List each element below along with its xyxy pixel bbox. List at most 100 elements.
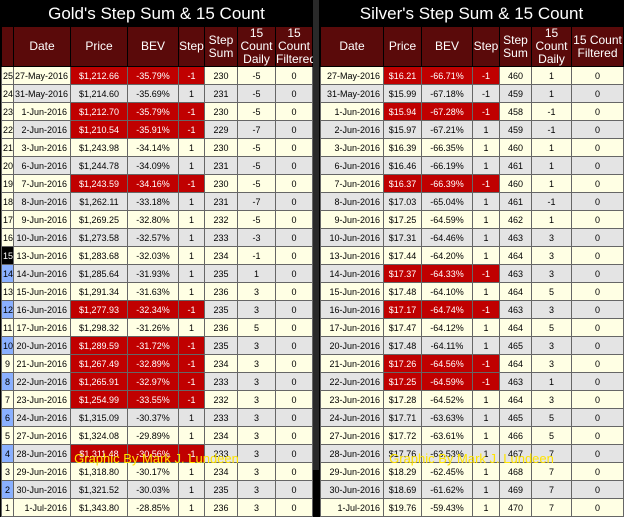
filtered-count-cell: 0 [571,354,624,373]
silver-col-step-sum: Step Sum [499,26,532,67]
step-sum-cell: 229 [204,120,238,139]
bev-cell: -66.19% [421,156,473,175]
filtered-count-cell: 0 [571,390,624,409]
filtered-count-cell: 0 [275,480,313,499]
step-sum-cell: 234 [204,426,238,445]
silver-col-15-filtered: 15 Count Filtered [571,26,624,67]
bev-cell: -31.63% [127,282,179,301]
silver-col-price: Price [383,26,422,67]
daily-count-cell: 3 [237,498,276,517]
step-sum-cell: 460 [499,138,532,157]
step-sum-cell: 463 [499,300,532,319]
price-cell: $16.21 [383,66,422,85]
price-cell: $1,254.99 [70,390,128,409]
bev-cell: -64.46% [421,228,473,247]
price-cell: $1,321.52 [70,480,128,499]
daily-count-cell: -3 [237,228,276,247]
step-sum-cell: 233 [204,408,238,427]
daily-count-cell: 3 [531,300,572,319]
daily-count-cell: 3 [531,246,572,265]
step-cell: 1 [178,84,205,103]
step-sum-cell: 236 [204,498,238,517]
step-cell: 1 [472,192,500,211]
silver-col-date: Date [320,26,384,67]
date-cell: 13-Jun-2016 [13,246,71,265]
price-cell: $15.94 [383,102,422,121]
table-row: 15-Jun-2016 $17.48 -64.10% 1 464 5 0 [320,282,624,301]
price-cell: $1,324.08 [70,426,128,445]
step-cell: -1 [178,174,205,193]
step-sum-cell: 231 [204,84,238,103]
step-sum-cell: 466 [499,426,532,445]
price-cell: $17.25 [383,372,422,391]
price-cell: $15.97 [383,120,422,139]
table-row: 3-Jun-2016 $16.39 -66.35% 1 460 1 0 [320,138,624,157]
step-cell: 1 [472,498,500,517]
bev-cell: -66.39% [421,174,473,193]
bev-cell: -64.33% [421,264,473,283]
filtered-count-cell: 0 [275,264,313,283]
daily-count-cell: 3 [237,354,276,373]
date-cell: 1-Jun-2016 [320,102,384,121]
gold-col-bev: BEV [127,26,179,67]
table-row: 25 27-May-2016 $1,212.66 -35.79% -1 230 -5 0 [1,66,313,85]
price-cell: $17.28 [383,390,422,409]
daily-count-cell: 1 [237,264,276,283]
table-row: 18 8-Jun-2016 $1,262.11 -33.18% 1 231 -7 0 [1,192,313,211]
daily-count-cell: 5 [531,318,572,337]
step-cell: 1 [178,408,205,427]
filtered-count-cell: 0 [571,480,624,499]
step-cell: 1 [472,120,500,139]
date-cell: 3-Jun-2016 [13,138,71,157]
row-number: 20 [1,156,14,175]
price-cell: $17.17 [383,300,422,319]
table-row: 22 2-Jun-2016 $1,210.54 -35.91% -1 229 -7 0 [1,120,313,139]
bev-cell: -32.89% [127,354,179,373]
step-sum-cell: 464 [499,282,532,301]
date-cell: 22-Jun-2016 [13,372,71,391]
price-cell: $1,243.98 [70,138,128,157]
gold-header-row: Date Price BEV Step Step Sum 15 Count Da… [1,26,316,67]
filtered-count-cell: 0 [275,192,313,211]
step-cell: 1 [178,264,205,283]
step-cell: 1 [472,390,500,409]
price-cell: $1,265.91 [70,372,128,391]
silver-col-bev: BEV [421,26,473,67]
date-cell: 31-May-2016 [13,84,71,103]
daily-count-cell: -1 [531,120,572,139]
date-cell: 6-Jun-2016 [320,156,384,175]
step-sum-cell: 235 [204,480,238,499]
table-row: 7-Jun-2016 $16.37 -66.39% -1 460 1 0 [320,174,624,193]
silver-header-row: Date Price BEV Step Step Sum 15 Count Da… [320,26,624,67]
filtered-count-cell: 0 [571,156,624,175]
filtered-count-cell: 0 [275,300,313,319]
price-cell: $17.71 [383,408,422,427]
step-cell: 1 [472,426,500,445]
bev-cell: -64.56% [421,354,473,373]
filtered-count-cell: 0 [571,318,624,337]
bev-cell: -32.57% [127,228,179,247]
step-sum-cell: 233 [204,228,238,247]
step-cell: -1 [472,372,500,391]
gold-table: Date Price BEV Step Step Sum 15 Count Da… [1,26,316,517]
date-cell: 30-Jun-2016 [13,480,71,499]
filtered-count-cell: 0 [571,120,624,139]
gold-footer-credit: Graphic By Mark J. Lundeen [74,451,239,466]
price-cell: $17.25 [383,210,422,229]
bev-cell: -63.53% [421,444,473,463]
table-row: 22-Jun-2016 $17.25 -64.59% -1 463 1 0 [320,372,624,391]
price-cell: $16.46 [383,156,422,175]
price-cell: $1,343.80 [70,498,128,517]
table-row: 20-Jun-2016 $17.48 -64.11% 1 465 3 0 [320,336,624,355]
price-cell: $17.44 [383,246,422,265]
step-cell: 1 [472,282,500,301]
price-cell: $17.72 [383,426,422,445]
bev-cell: -30.03% [127,480,179,499]
filtered-count-cell: 0 [571,84,624,103]
daily-count-cell: 3 [531,264,572,283]
daily-count-cell: -1 [531,192,572,211]
row-number: 18 [1,192,14,211]
daily-count-cell: -5 [237,66,276,85]
price-cell: $1,214.60 [70,84,128,103]
row-number: 10 [1,336,14,355]
